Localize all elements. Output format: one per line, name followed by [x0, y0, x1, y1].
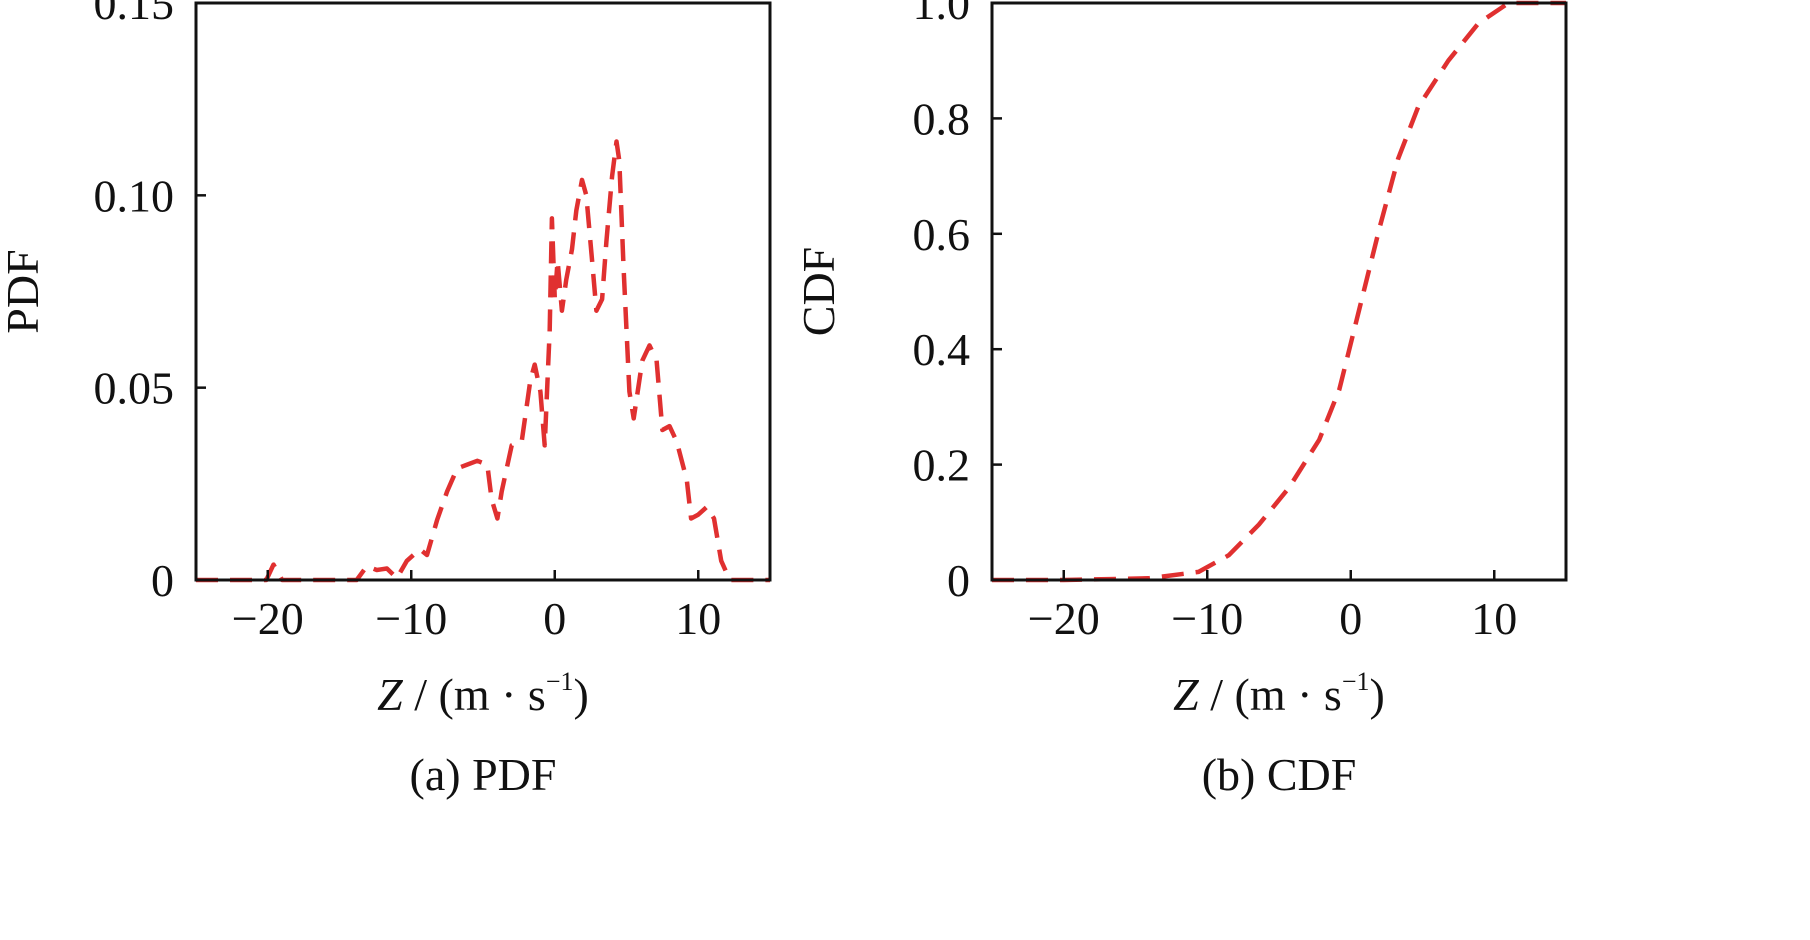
pdf-xlabel-close: ): [574, 669, 589, 720]
pdf-ylabel: PDF: [0, 249, 48, 333]
cdf-caption: (b) CDF: [1202, 749, 1357, 800]
cdf-ytick-label: 1.0: [913, 0, 971, 29]
pdf-caption: (a) PDF: [410, 749, 557, 800]
cdf-xtick-label: −10: [1171, 593, 1243, 644]
cdf-xlabel-exponent: −1: [1342, 667, 1370, 696]
cdf-xtick-label: 10: [1471, 593, 1517, 644]
pdf-ytick-label: 0: [151, 555, 174, 606]
pdf-xtick-label: −20: [232, 593, 304, 644]
pdf-xlabel-exponent: −1: [546, 667, 574, 696]
pdf-plot-frame: [194, 1, 772, 582]
cdf-ytick-label: 0.2: [913, 440, 971, 491]
cdf-ytick-label: 0: [947, 555, 970, 606]
cdf-ytick-label: 0.4: [913, 324, 971, 375]
cdf-xlabel-close: ): [1370, 669, 1385, 720]
cdf-ytick-label: 0.8: [913, 93, 971, 144]
pdf-xtick-label: −10: [375, 593, 447, 644]
pdf-series-line: [196, 139, 770, 583]
pdf-ytick-label: 0.05: [94, 363, 175, 414]
cdf-chart: −20 −10 0 10 0 0.2 0.4 0.6 0.8 1.0 CDF Z / (m · s−1…: [793, 0, 1568, 800]
pdf-ytick-label: 0.10: [94, 170, 175, 221]
pdf-xtick-label: 10: [675, 593, 721, 644]
pdf-xlabel: Z / (m · s−1): [377, 667, 589, 720]
pdf-ytick-label: 0.15: [94, 0, 175, 29]
pdf-xlabel-var: Z: [377, 669, 403, 720]
pdf-chart: −20 −10 0 10 0 0.05 0.10 0.15 PDF Z / (m · s−1) (a…: [0, 0, 772, 800]
cdf-ytick-label: 0.6: [913, 209, 971, 260]
cdf-xtick-label: −20: [1028, 593, 1100, 644]
cdf-plot-frame: [990, 1, 1568, 582]
cdf-ylabel: CDF: [793, 247, 844, 336]
cdf-xlabel-unit: / (m · s: [1199, 669, 1342, 720]
pdf-xtick-label: 0: [543, 593, 566, 644]
pdf-xlabel-unit: / (m · s: [403, 669, 546, 720]
cdf-series-line: [992, 0, 1566, 583]
cdf-xlabel-var: Z: [1173, 669, 1199, 720]
cdf-xtick-label: 0: [1339, 593, 1362, 644]
cdf-xlabel: Z / (m · s−1): [1173, 667, 1385, 720]
